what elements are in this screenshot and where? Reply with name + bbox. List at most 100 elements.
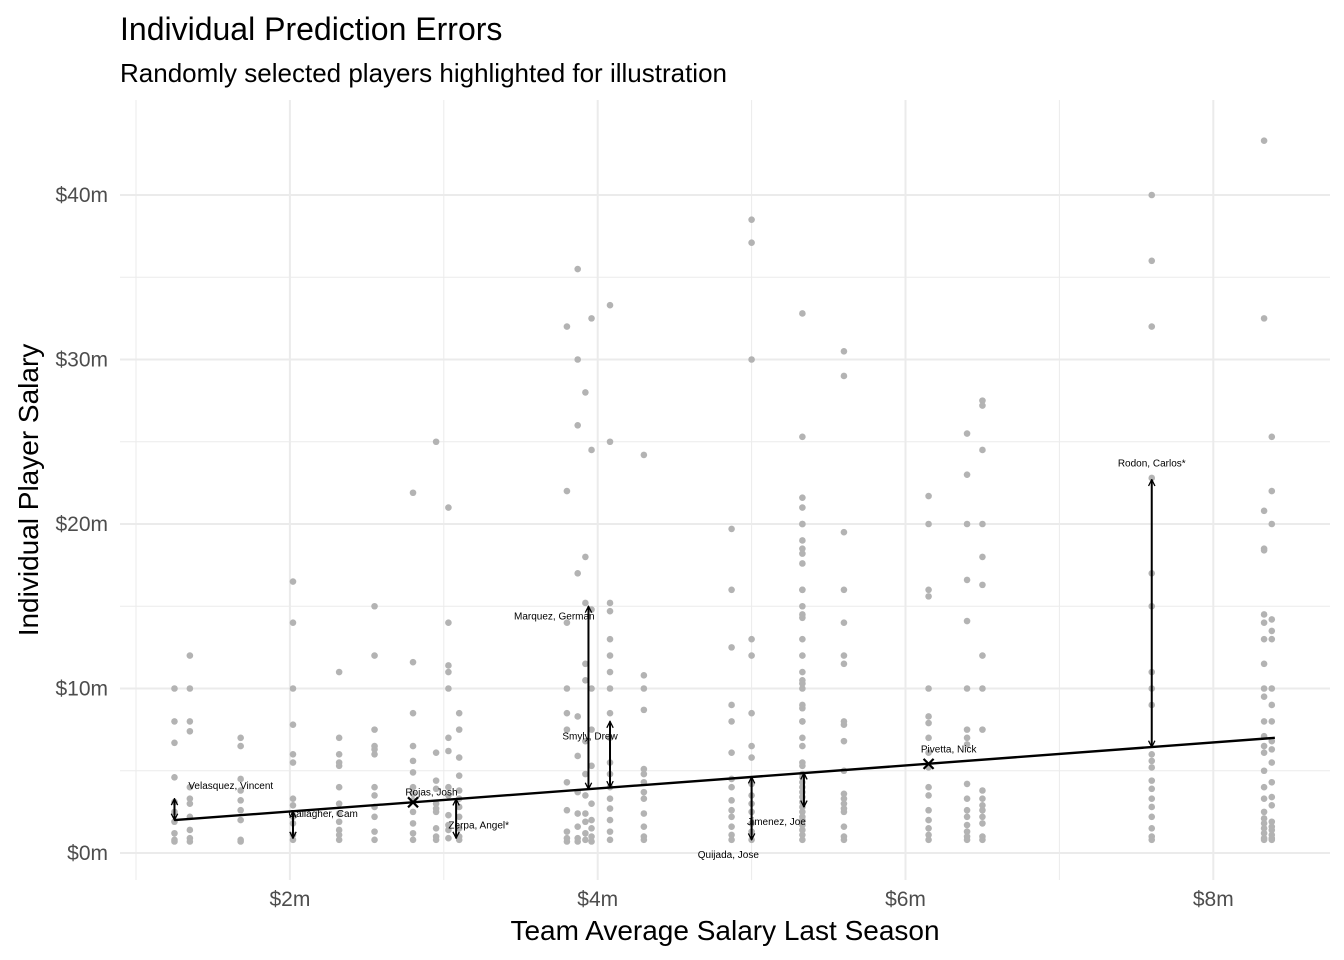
data-point xyxy=(563,838,571,845)
data-point xyxy=(728,644,735,651)
data-point xyxy=(335,800,343,807)
player-label: Rodon, Carlos* xyxy=(1118,458,1186,469)
error-arrows-layer xyxy=(174,480,1151,840)
data-point xyxy=(963,734,971,742)
data-point xyxy=(563,709,571,717)
data-point xyxy=(748,635,755,643)
data-point xyxy=(799,831,806,839)
data-point xyxy=(963,726,971,733)
data-point xyxy=(1260,693,1268,701)
data-point xyxy=(963,836,971,844)
data-point xyxy=(335,836,343,844)
data-point xyxy=(979,581,986,589)
data-point xyxy=(445,826,452,834)
data-point xyxy=(840,528,848,536)
data-point xyxy=(840,372,848,380)
data-point xyxy=(574,752,581,760)
data-point xyxy=(1148,257,1156,265)
y-tick-label: $30m xyxy=(55,349,108,372)
data-point xyxy=(799,808,806,816)
data-point xyxy=(799,635,806,643)
data-point xyxy=(728,831,735,839)
data-point xyxy=(409,836,417,844)
data-point xyxy=(563,806,571,814)
player-label: Zerpa, Angel* xyxy=(448,820,509,831)
data-point xyxy=(840,795,848,803)
data-point xyxy=(289,685,297,692)
data-point xyxy=(445,662,452,669)
data-point xyxy=(445,747,452,755)
data-point xyxy=(925,586,932,594)
data-point xyxy=(925,792,932,799)
data-point xyxy=(606,836,614,844)
data-point xyxy=(728,836,735,844)
data-point xyxy=(925,816,932,824)
data-point xyxy=(979,787,986,794)
data-point xyxy=(840,652,848,659)
player-labels-layer: Velasquez, Vincent Gallagher, Cam Rojas, J… xyxy=(188,458,1185,861)
data-point xyxy=(963,813,971,821)
data-point xyxy=(840,836,848,844)
data-point xyxy=(1148,813,1156,821)
data-point xyxy=(963,806,971,814)
x-tick-label: $8m xyxy=(1193,888,1234,911)
x-tick-label: $4m xyxy=(577,888,618,911)
data-point xyxy=(409,769,417,776)
data-point xyxy=(799,816,806,824)
data-point xyxy=(799,537,806,544)
data-point xyxy=(582,792,589,799)
data-point xyxy=(237,775,244,783)
data-point xyxy=(728,701,735,709)
data-point xyxy=(728,823,735,830)
data-point xyxy=(563,685,571,692)
data-point xyxy=(963,685,971,692)
data-point xyxy=(979,553,986,561)
data-point xyxy=(640,451,648,459)
y-tick-label: $20m xyxy=(55,513,108,536)
data-point xyxy=(606,635,614,643)
y-axis-title: Individual Player Salary xyxy=(13,344,44,637)
data-point xyxy=(445,783,452,791)
data-point xyxy=(1148,764,1156,771)
data-point xyxy=(606,301,614,309)
data-point xyxy=(606,438,614,446)
data-point xyxy=(574,810,581,817)
data-point xyxy=(289,801,297,809)
data-point xyxy=(409,783,417,791)
data-point xyxy=(445,504,452,511)
data-point xyxy=(925,836,932,844)
data-point xyxy=(799,680,806,687)
data-point xyxy=(799,310,806,317)
data-point xyxy=(728,813,735,821)
data-point xyxy=(1260,611,1268,618)
data-point xyxy=(799,614,806,622)
data-point xyxy=(799,560,806,567)
data-point xyxy=(963,430,971,437)
points-layer xyxy=(171,137,1276,845)
data-point xyxy=(925,734,932,742)
data-point xyxy=(1260,767,1268,775)
data-point xyxy=(409,808,417,816)
data-point xyxy=(371,828,378,835)
data-point xyxy=(1268,818,1276,826)
data-point xyxy=(979,726,986,733)
data-point xyxy=(186,718,194,725)
data-point xyxy=(925,492,932,500)
data-point xyxy=(925,719,932,727)
point-marker-x xyxy=(407,796,419,809)
data-point xyxy=(371,783,378,791)
data-point xyxy=(335,751,343,758)
data-point xyxy=(606,599,614,607)
data-point xyxy=(1268,520,1276,528)
data-point xyxy=(445,619,452,626)
data-point xyxy=(640,823,648,830)
data-point xyxy=(371,746,378,753)
data-point xyxy=(186,783,194,791)
x-tick-label: $2m xyxy=(269,888,310,911)
data-point xyxy=(289,721,297,728)
regression-layer xyxy=(174,736,1275,822)
data-point xyxy=(335,810,343,817)
data-point xyxy=(563,828,571,835)
data-point xyxy=(171,829,178,837)
data-point xyxy=(1260,829,1268,837)
